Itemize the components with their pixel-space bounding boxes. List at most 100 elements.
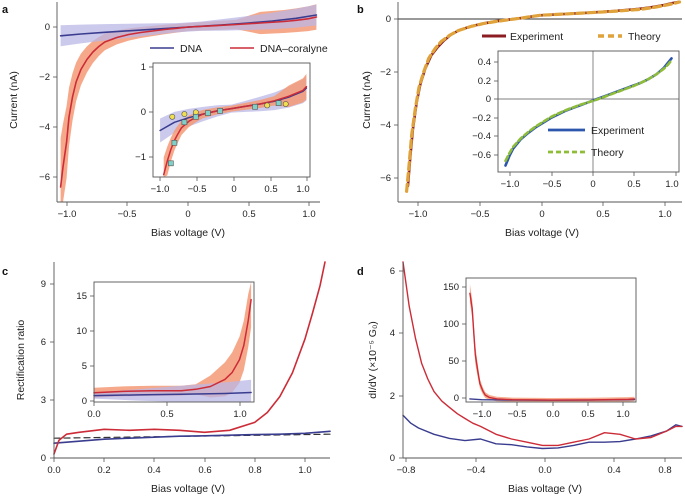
- panel-d-ytick: 0: [390, 453, 395, 464]
- inset-teal-marker: [171, 140, 178, 146]
- panel-c-ytick: 6: [41, 337, 46, 348]
- coralyne-curve: [53, 261, 326, 455]
- inset-coralyne-band: [163, 73, 307, 177]
- panel-d-ytick: 6: [390, 266, 395, 277]
- panel-b-xtick: 0.5: [596, 209, 609, 220]
- panel-c-ylabel: Rectification ratio: [15, 320, 27, 401]
- panel-d-inset: −1.0 −0.5 0.0 0.5 1.0 150 100 50 0: [443, 277, 637, 420]
- panel-a-inset-ytick: 1: [141, 62, 146, 73]
- panel-c-x-ticks: [53, 458, 306, 462]
- panel-a-inset: −1.0 −0.5 0 0.5 1.0 1 0 −1: [135, 62, 311, 195]
- panel-b-inset-ytick: 0.2: [478, 76, 491, 87]
- panel-d-inset-xtick: −0.5: [508, 409, 527, 420]
- panel-a-xtick: 0: [185, 209, 190, 220]
- panel-b-y-ticks: [394, 18, 398, 179]
- panel-c-xtick: 0.8: [248, 465, 261, 476]
- panel-a-inset-bands: [160, 73, 307, 177]
- panel-b: b −1.0 −0.5 0 0.5 1.0 0 −2 −4 −6 Bias vo…: [357, 0, 682, 239]
- panel-d-xlabel: Bias voltage (V): [508, 483, 582, 495]
- panel-d-inset-frame: [465, 277, 637, 403]
- panel-a-inset-xtick: 1.0: [296, 184, 309, 195]
- panel-a: a −1.0 −0.5 0 0.5 1.0 0 −2 −4 −6 Bias vo…: [2, 2, 328, 239]
- panel-b-ylabel: Current (nA): [361, 71, 373, 129]
- inset-legend-experiment-label: Experiment: [591, 125, 644, 137]
- panel-b-xlabel: Bias voltage (V): [505, 227, 579, 239]
- panel-d-xtick: 0.8: [658, 465, 671, 476]
- panel-b-inset-xtick: 1.0: [665, 179, 678, 190]
- panel-c-inset-x-ticks: [93, 402, 241, 406]
- inset-yellow-marker: [282, 101, 289, 107]
- panel-d-xtick: 0.0: [538, 465, 551, 476]
- legend-theory-label: Theory: [628, 31, 661, 43]
- panel-b-x-ticks: [417, 202, 666, 206]
- inset-teal-marker: [217, 108, 223, 114]
- panel-c-lines: [53, 261, 331, 455]
- inset-yellow-marker: [169, 113, 176, 120]
- theory-curve: [405, 0, 682, 193]
- panel-d-inset-ytick: 0: [454, 393, 459, 404]
- panel-a-inset-ytick: 0: [141, 107, 146, 118]
- panel-c-xtick: 0.0: [47, 465, 60, 476]
- panel-c-inset-xtick: 1.0: [233, 409, 246, 420]
- panel-d-letter: d: [357, 266, 364, 278]
- panel-d-inset-xtick: 1.0: [616, 409, 629, 420]
- panel-a-legend: DNA DNA–coralyne: [150, 43, 328, 55]
- panel-a-xlabel: Bias voltage (V): [151, 227, 225, 239]
- legend-coralyne-label: DNA–coralyne: [260, 43, 328, 55]
- panel-c-y-ticks: [50, 283, 54, 459]
- inset-teal-marker: [252, 103, 258, 110]
- panel-a-xtick: 1.0: [302, 209, 315, 220]
- inset-yellow-marker: [264, 102, 271, 109]
- panel-a-x-ticks: [66, 202, 310, 206]
- panel-d-xtick: 0.4: [607, 465, 620, 476]
- panel-a-xtick: −0.5: [118, 209, 137, 220]
- panel-d-lines: [402, 261, 683, 450]
- panel-b-inset-lines: [504, 57, 673, 167]
- dna-curve: [53, 430, 331, 445]
- inset-teal-marker: [205, 110, 211, 116]
- panel-a-inset-xtick: 0: [231, 184, 236, 195]
- inset-teal-marker: [275, 100, 282, 106]
- panel-b-inset-y-ticks: [494, 61, 498, 156]
- panel-d-inset-xtick: 0.5: [581, 409, 594, 420]
- panel-c-inset-ytick: 10: [76, 326, 87, 337]
- panel-b-inset-x-ticks: [509, 172, 677, 176]
- panel-b-inset-ytick: −0.2: [472, 113, 491, 124]
- panel-a-inset-x-ticks: [159, 177, 308, 181]
- panel-d-inset-ytick: 100: [443, 319, 459, 330]
- inset-teal-marker: [181, 119, 188, 126]
- panel-c-letter: c: [2, 266, 8, 278]
- panel-d: d −0.8 −0.4 0.0 0.4 0.8 0 2 4 6 Bias vol…: [357, 261, 683, 495]
- panel-c: c 0.0 0.2 0.4 0.6 0.8 1.0 0 3 6 9 Bias v…: [2, 261, 331, 495]
- panel-c-xlabel: Bias voltage (V): [151, 483, 225, 495]
- panel-b-inset-ytick: 0: [486, 94, 491, 105]
- inset-experiment-curve: [504, 57, 673, 167]
- panel-d-y-ticks: [399, 270, 403, 459]
- panel-b-ytick: 0: [386, 14, 391, 25]
- panel-d-xtick: −0.8: [397, 465, 416, 476]
- panel-c-ytick: 0: [41, 453, 46, 464]
- panel-c-inset-ytick: 5: [82, 361, 87, 372]
- panel-a-ytick: −2: [39, 72, 50, 83]
- panel-b-inset-xtick: 0.5: [627, 179, 640, 190]
- inset-coralyne-band: [469, 284, 635, 402]
- panel-a-ytick: −6: [39, 172, 50, 183]
- panel-a-inset-y-ticks: [149, 66, 153, 158]
- panel-b-inset-ytick: −0.4: [472, 131, 491, 142]
- panel-a-xtick: −1.0: [58, 209, 77, 220]
- legend-experiment-label: Experiment: [510, 31, 563, 43]
- panel-c-xtick: 0.4: [147, 465, 160, 476]
- panel-c-ytick: 3: [41, 395, 46, 406]
- panel-b-legend: Experiment Theory: [482, 31, 661, 43]
- panel-d-inset-ytick: 150: [443, 282, 459, 293]
- coralyne-curve: [402, 261, 683, 447]
- panel-a-lines: [59, 14, 318, 188]
- panel-d-x-ticks: [405, 458, 666, 462]
- panel-c-inset-xtick: 0.5: [160, 409, 173, 420]
- panel-b-inset-ytick: −0.6: [472, 150, 491, 161]
- panel-a-xtick: 0.5: [242, 209, 255, 220]
- panel-d-inset-ytick: 50: [448, 356, 459, 367]
- panel-c-xtick: 1.0: [298, 465, 311, 476]
- panel-c-inset-ytick: 0: [82, 396, 87, 407]
